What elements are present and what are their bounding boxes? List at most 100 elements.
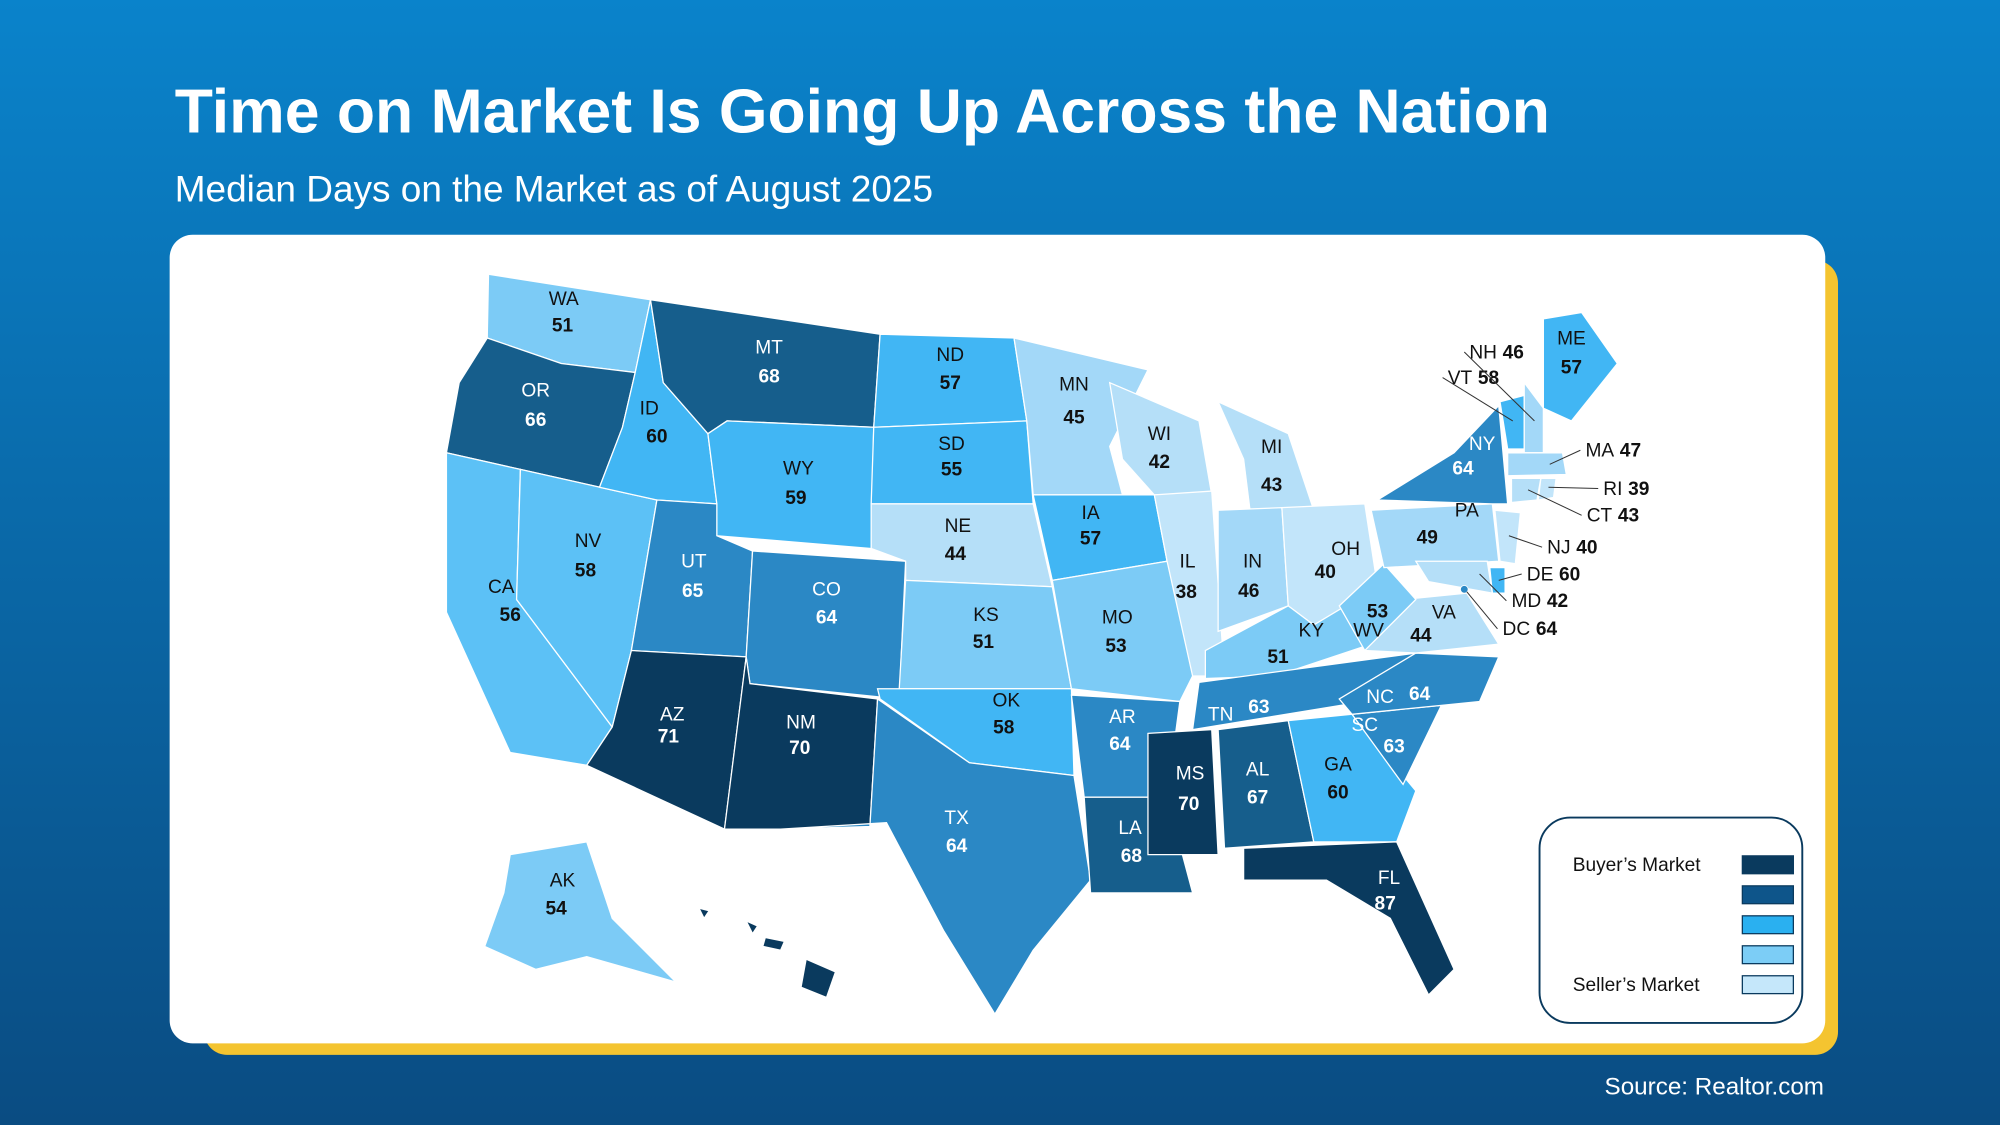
state-label: IA [1082,503,1100,524]
state-shape [1147,728,1219,856]
state-callout: DC 64 [1503,618,1558,640]
state-value: 63 [1383,737,1404,758]
state-shape [697,907,711,920]
state-label: GA [1324,754,1352,775]
state-shape [1338,562,1417,652]
state-callout: RI 39 [1603,478,1649,500]
state-value: 64 [1109,734,1131,755]
subtitle: Median Days on the Market as of August 2… [175,169,933,210]
legend-swatch [1741,945,1795,965]
state-label: CT [1587,506,1613,527]
state-callout: DE 60 [1527,563,1581,585]
state-label: MT [755,337,783,358]
title: Time on Market Is Going Up Across the Na… [175,77,1550,147]
state-value: 53 [1105,636,1126,657]
state-shape [1287,713,1417,843]
legend-box [1538,816,1804,1024]
state-label: HI [746,941,765,962]
state-value: 47 [1620,441,1641,462]
state-label: NE [945,516,972,537]
state-callout: NJ 40 [1547,537,1597,559]
state-shape [1542,311,1619,422]
state-shape [1494,509,1522,565]
state-shape [745,550,907,700]
state-value: 40 [1576,538,1597,559]
state-value: 64 [1536,619,1558,640]
state-label: PA [1455,501,1479,522]
state-value: 57 [940,373,961,394]
state-value: 66 [525,410,546,431]
legend-swatch [1741,855,1795,875]
state-label: MD [1511,591,1541,612]
state-label: NJ [1547,538,1570,559]
state-shape [585,649,747,831]
state-value: 53 [1367,601,1388,622]
state-value: 68 [758,367,780,388]
state-label: NH [1469,342,1497,363]
state-label: CO [812,580,841,601]
state-value: 46 [1503,342,1524,363]
state-label: IL [1180,552,1196,573]
state-label: VA [1432,603,1456,624]
state-value: 58 [993,717,1015,738]
state-value: 64 [1409,684,1431,705]
state-value: 38 [1176,582,1198,603]
state-value: 64 [1452,458,1474,479]
legend-swatch [1741,915,1795,935]
legend-label: Buyer’s Market [1573,855,1702,876]
state-value: 51 [973,632,995,653]
state-label: FL [1378,868,1400,889]
state-value: 67 [1247,788,1268,809]
state-label: OK [993,691,1021,712]
state-shape [1507,452,1568,477]
state-shape [1510,477,1542,504]
state-shape [1460,585,1469,594]
state-value: 49 [1417,527,1438,548]
state-callout: VT 58 [1448,367,1500,389]
state-value: 57 [1561,358,1582,379]
state-label: DE [1527,564,1554,585]
state-shape [483,841,679,984]
state-shape [1051,560,1200,703]
state-label: OH [1331,539,1360,560]
state-shape [707,420,875,550]
leader-line [1498,573,1522,581]
state-label: SD [938,434,965,455]
state-label: LA [1118,818,1142,839]
state-callout: MD 42 [1511,590,1568,612]
leader-line [1508,535,1543,548]
state-label: WV [1353,620,1384,641]
state-value: 55 [941,460,963,481]
state-label: KY [1298,620,1324,641]
state-value: 87 [1375,893,1396,914]
state-value: 64 [816,608,838,629]
state-value: 51 [552,316,574,337]
leader-line [1442,377,1514,422]
state-label: NV [575,531,602,552]
state-label: NM [786,712,816,733]
state-label: UT [681,552,707,573]
state-label: AL [1246,760,1269,781]
state-value: 56 [500,605,521,626]
state-callout: NH 46 [1469,341,1524,363]
state-label: AR [1109,707,1136,728]
state-shape [780,697,1092,1016]
leader-line [1466,591,1498,630]
state-label: NY [1469,434,1496,455]
leader-line [1479,573,1507,602]
state-shape [1242,841,1455,996]
state-label: MA [1585,441,1614,462]
state-value: 71 [658,726,680,747]
state-shape [744,919,759,935]
state-value: 57 [1080,529,1101,550]
state-label: OR [521,381,550,402]
legend: Buyer’s Market Seller’s Market [1573,855,1795,996]
state-value: 88 [747,962,769,983]
state-label: WA [549,289,579,310]
state-label: MN [1059,374,1089,395]
state-label: NC [1366,687,1394,708]
state-label: TN [1208,705,1234,726]
state-label: SC [1352,715,1379,736]
